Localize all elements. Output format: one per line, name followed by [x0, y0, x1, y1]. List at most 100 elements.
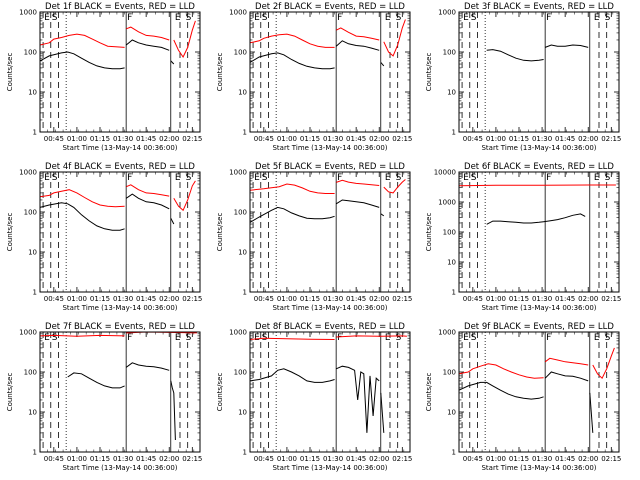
x-tick-label: 00:45: [44, 135, 64, 143]
lld-curve: [39, 334, 125, 337]
y-axis-label: Counts/sec: [425, 373, 433, 412]
event-marker-letter: E: [44, 333, 50, 343]
events-curve: [125, 39, 170, 51]
x-tick-label: 02:00: [159, 455, 179, 463]
y-tick-label: 1: [33, 449, 37, 457]
x-tick-label: 00:45: [463, 135, 483, 143]
events-curve: [380, 213, 385, 217]
events-curve: [380, 62, 385, 67]
event-marker-letter: S: [471, 13, 477, 23]
event-marker-letter: F: [127, 333, 132, 343]
plot-frame: [249, 11, 411, 133]
x-tick-label: 01:15: [90, 455, 110, 463]
x-tick-label: 01:00: [67, 135, 87, 143]
event-marker-letter: E: [463, 173, 469, 183]
lld-curve: [39, 33, 125, 48]
event-marker-letter: S: [605, 173, 611, 183]
x-tick-label: 01:15: [300, 135, 320, 143]
plot-frame: [458, 171, 620, 293]
y-tick-label: 1: [452, 289, 456, 297]
events-curve: [39, 202, 125, 231]
plot-frame: [39, 331, 201, 453]
event-marker-letter: S: [52, 333, 58, 343]
event-marker-letter: S: [605, 333, 611, 343]
event-marker-letter: F: [546, 333, 551, 343]
events-curve: [67, 372, 125, 389]
y-tick-label: 1: [243, 129, 247, 137]
x-axis-label: Start Time (13-May-14 00:36:00): [62, 464, 177, 472]
x-axis-label: Start Time (13-May-14 00:36:00): [272, 144, 387, 152]
lld-curve: [126, 184, 170, 197]
y-axis-label: Counts/sec: [216, 53, 224, 92]
x-tick-label: 01:00: [486, 135, 506, 143]
y-tick-label: 10: [238, 409, 247, 417]
event-marker-letter: E: [175, 13, 181, 23]
y-axis-label: Counts/sec: [6, 53, 14, 92]
x-tick-label: 00:45: [44, 455, 64, 463]
event-marker-letter: E: [254, 13, 260, 23]
event-marker-letter: E: [385, 333, 391, 343]
chart-title: Det 5f BLACK = Events, RED = LLD: [255, 162, 405, 172]
event-marker-letter: E: [463, 333, 469, 343]
x-tick-label: 01:15: [90, 295, 110, 303]
y-tick-label: 10000: [434, 169, 456, 177]
events-curve: [39, 51, 125, 70]
event-marker-letter: S: [396, 333, 402, 343]
event-marker-letter: E: [463, 13, 469, 23]
x-tick-label: 01:30: [113, 295, 133, 303]
event-marker-letter: F: [127, 173, 132, 183]
x-tick-label: 01:00: [277, 455, 297, 463]
x-tick-label: 01:00: [67, 295, 87, 303]
y-tick-label: 1: [243, 289, 247, 297]
events-curve: [486, 213, 586, 225]
x-axis-label: Start Time (13-May-14 00:36:00): [481, 144, 596, 152]
event-marker-letter: S: [186, 173, 192, 183]
x-tick-label: 01:00: [486, 455, 506, 463]
events-curve: [249, 52, 335, 70]
x-tick-label: 02:00: [159, 135, 179, 143]
events-curve: [125, 193, 170, 210]
event-marker-letter: S: [186, 333, 192, 343]
plot-frame: [249, 171, 411, 293]
plot-frame: [458, 331, 620, 453]
y-tick-label: 10: [28, 89, 37, 97]
y-tick-label: 100: [234, 49, 247, 57]
x-tick-label: 01:00: [277, 295, 297, 303]
y-tick-label: 100: [443, 49, 456, 57]
y-tick-label: 1000: [19, 169, 37, 177]
y-tick-label: 1000: [19, 329, 37, 337]
y-axis-label: Counts/sec: [425, 53, 433, 92]
events-curve: [170, 60, 175, 65]
x-tick-label: 01:15: [90, 135, 110, 143]
x-tick-label: 02:15: [392, 455, 412, 463]
event-marker-letter: S: [186, 13, 192, 23]
x-tick-label: 01:30: [532, 295, 552, 303]
events-curve: [125, 362, 170, 371]
x-tick-label: 00:45: [463, 295, 483, 303]
event-marker-letter: F: [127, 13, 132, 23]
events-curve: [336, 365, 380, 433]
x-axis-label: Start Time (13-May-14 00:36:00): [272, 464, 387, 472]
lld-curve: [173, 20, 196, 58]
x-tick-label: 02:15: [601, 295, 621, 303]
x-tick-label: 01:15: [300, 295, 320, 303]
x-tick-label: 02:15: [182, 295, 202, 303]
events-curve: [249, 368, 335, 383]
x-tick-label: 02:15: [182, 135, 202, 143]
x-tick-label: 01:00: [277, 135, 297, 143]
event-marker-letter: S: [262, 13, 268, 23]
event-marker-letter: E: [44, 173, 50, 183]
event-marker-letter: E: [594, 173, 600, 183]
events-curve: [589, 392, 594, 433]
lld-curve: [383, 179, 406, 194]
x-tick-label: 01:30: [532, 135, 552, 143]
x-tick-label: 01:30: [113, 455, 133, 463]
x-tick-label: 01:45: [555, 455, 575, 463]
y-tick-label: 1000: [438, 329, 456, 337]
x-tick-label: 01:45: [555, 295, 575, 303]
event-marker-letter: S: [605, 13, 611, 23]
x-tick-label: 02:15: [392, 135, 412, 143]
x-tick-label: 01:30: [323, 295, 343, 303]
x-tick-label: 01:45: [136, 295, 156, 303]
lld-curve: [458, 184, 616, 187]
